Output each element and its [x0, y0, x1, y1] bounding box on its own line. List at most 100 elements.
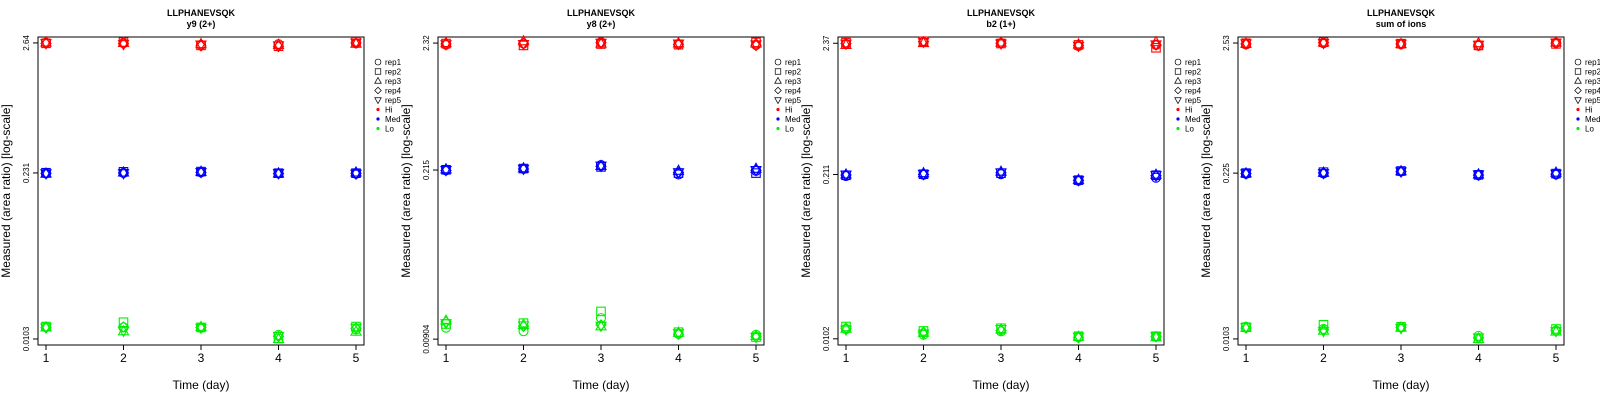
point-hi-rep5-day1	[440, 40, 452, 51]
point-lo-rep3-day1	[840, 322, 852, 333]
triangle-down-icon	[1174, 97, 1182, 105]
legend-label-hi: Hi	[785, 106, 793, 115]
point-med-rep3-day2	[117, 165, 130, 177]
x-tick-label: 4	[275, 351, 282, 365]
x-tick-label: 4	[675, 351, 682, 365]
legend-label-rep1: rep1	[1185, 58, 1202, 67]
point-lo-rep4-day5	[1550, 324, 1562, 337]
legend-label-lo: Lo	[785, 125, 794, 134]
point-med-rep5-day5	[1150, 171, 1162, 182]
x-tick-label: 5	[753, 351, 760, 365]
y-axis-label: Measured (area ratio) [log-scale]	[399, 104, 413, 277]
point-hi-rep5-day4	[1472, 40, 1485, 52]
plot-frame	[437, 36, 765, 346]
legend-dot-lo	[376, 126, 380, 131]
y-tick-label: 0.215	[422, 159, 431, 180]
point-hi-rep5-day2	[117, 40, 130, 51]
x-tick-label: 1	[443, 351, 450, 365]
y-tick-label: 0.0103	[22, 326, 31, 351]
x-axis-label: Time (day)	[573, 378, 630, 392]
diamond-icon	[374, 86, 382, 95]
legend-label-hi: Hi	[385, 106, 393, 115]
chart-title: LLPHANEVSQK	[967, 8, 1036, 18]
legend-label-rep2: rep2	[785, 68, 802, 77]
point-lo-rep5-day4	[672, 329, 685, 340]
triangle-down-icon	[774, 97, 782, 105]
chart-title: LLPHANEVSQK	[167, 8, 236, 18]
legend-label-rep4: rep4	[385, 87, 402, 96]
point-med-rep5-day5	[750, 165, 762, 177]
x-tick-label: 5	[1153, 351, 1160, 365]
x-tick-label: 1	[1243, 351, 1250, 365]
point-med-rep5-day5	[350, 169, 362, 181]
point-lo-rep5-day3	[1395, 324, 1407, 335]
legend-symbol-rep1	[1574, 58, 1582, 66]
point-med-rep3-day3	[1395, 164, 1407, 176]
point-lo-rep1-day2	[518, 326, 529, 337]
legend-symbol-rep1	[774, 58, 782, 66]
point-med-rep5-day3	[195, 167, 207, 179]
legend-symbol-rep3	[374, 76, 382, 84]
point-med-rep3-day1	[840, 167, 852, 179]
point-med-rep5-day3	[595, 161, 607, 173]
x-tick-label: 3	[998, 351, 1005, 365]
x-tick-label: 3	[598, 351, 605, 365]
legend-symbol-rep3	[774, 76, 782, 84]
plot-frame	[37, 36, 365, 346]
legend-label-med: Med	[1585, 115, 1600, 124]
legend-dot-hi	[376, 107, 380, 112]
legend-label-rep3: rep3	[385, 77, 402, 86]
square-icon	[374, 68, 382, 75]
point-lo-rep3-day3	[195, 320, 207, 332]
y-tick-label: 2.37	[822, 35, 831, 51]
point-lo-rep3-day2	[117, 324, 130, 336]
point-lo-rep3-day1	[1240, 321, 1252, 332]
triangle-down-icon	[1574, 97, 1582, 105]
triangle-up-icon	[1574, 76, 1582, 84]
y-axis-label: Measured (area ratio) [log-scale]	[0, 104, 13, 277]
x-tick-label: 2	[520, 351, 527, 365]
legend-symbol-rep3	[1574, 76, 1582, 84]
legend-symbol-rep2	[1574, 68, 1582, 75]
point-med-rep5-day4	[672, 168, 685, 179]
legend-symbol-rep4	[774, 86, 782, 95]
point-lo-rep5-day3	[595, 321, 607, 333]
legend-symbol-rep1	[374, 58, 382, 66]
point-med-rep5-day4	[1072, 176, 1085, 187]
y-tick-label: 0.0103	[1222, 326, 1231, 351]
legend-dot-hi	[1576, 107, 1580, 112]
point-hi-rep3-day1	[1240, 37, 1252, 48]
plot-frame	[1237, 36, 1565, 346]
y-axis-label: Measured (area ratio) [log-scale]	[799, 104, 813, 277]
point-lo-rep5-day1	[1240, 323, 1252, 334]
chart-title: LLPHANEVSQK	[567, 8, 636, 18]
legend-symbol-rep4	[1574, 86, 1582, 95]
chart-subtitle: sum of ions	[1376, 19, 1427, 29]
point-hi-rep5-day3	[195, 40, 207, 52]
point-med-rep5-day4	[272, 169, 285, 180]
legend-symbol-rep1	[1174, 58, 1182, 66]
point-hi-rep5-day1	[840, 39, 852, 51]
point-med-rep3-day4	[1072, 173, 1085, 184]
point-lo-rep5-day5	[1550, 327, 1562, 338]
legend-symbol-rep4	[374, 86, 382, 95]
y-tick-label: 2.32	[422, 35, 431, 51]
legend-label-rep5: rep5	[385, 96, 402, 105]
x-axis-label: Time (day)	[1373, 378, 1430, 392]
legend-label-lo: Lo	[1585, 125, 1594, 134]
x-tick-label: 3	[1398, 351, 1405, 365]
circle-icon	[1174, 58, 1182, 66]
chart-subtitle: y8 (2+)	[587, 19, 616, 29]
legend-symbol-rep5	[1574, 97, 1582, 105]
point-lo-rep3-day1	[40, 320, 52, 332]
point-hi-rep5-day4	[272, 41, 285, 53]
legend-label-rep2: rep2	[385, 68, 402, 77]
point-hi-rep2-day5	[1151, 42, 1161, 53]
legend-label-rep1: rep1	[785, 58, 802, 67]
point-med-rep5-day2	[117, 169, 130, 180]
x-tick-label: 2	[920, 351, 927, 365]
y-tick-label: 0.231	[22, 162, 31, 183]
legend-dot-med	[376, 117, 380, 121]
